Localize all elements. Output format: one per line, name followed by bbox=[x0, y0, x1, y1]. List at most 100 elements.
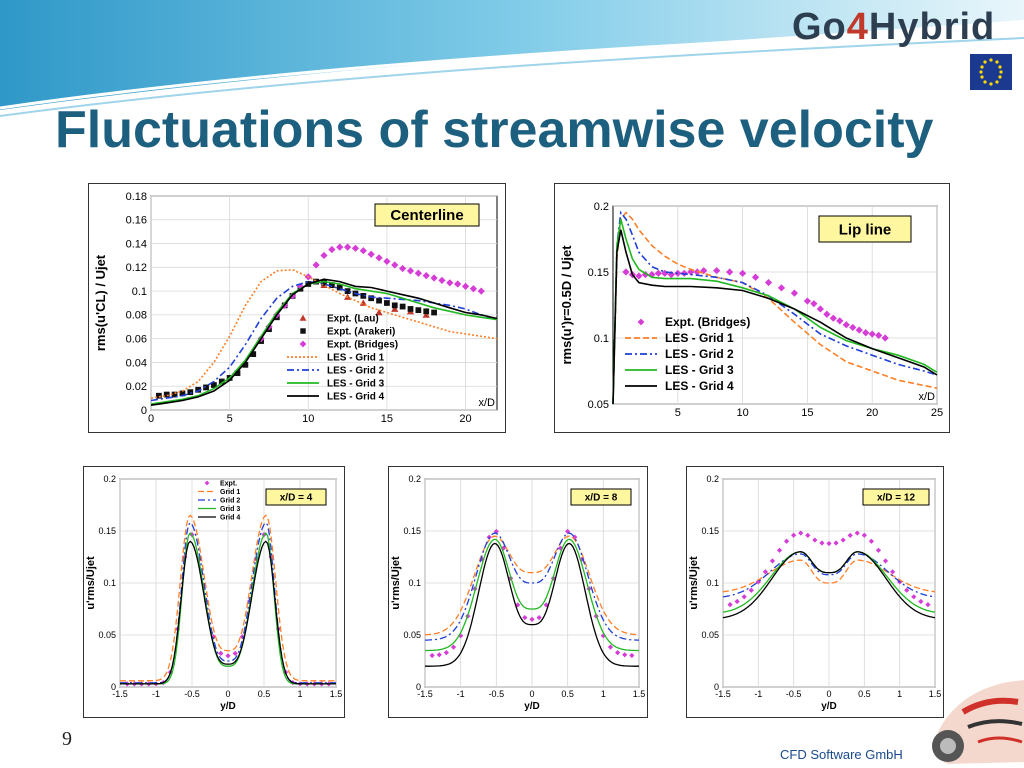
legend-label: Grid 3 bbox=[220, 506, 240, 513]
logo-text-hybrid: Hybrid bbox=[868, 6, 996, 48]
data-point bbox=[375, 308, 383, 316]
data-point bbox=[328, 282, 335, 289]
x-axis-label: y/D bbox=[821, 701, 837, 712]
profile-xd4-panel: 0 0.05 0.1 0.15 0.2 -1.5 -1 -0.5 0 0.5 1 1.5 y/D u'rm… bbox=[83, 466, 345, 718]
legend-label: Expt. (Lau) bbox=[327, 314, 379, 325]
x-axis-label: x/D bbox=[919, 391, 936, 403]
data-point bbox=[862, 329, 870, 337]
x-tick-label: 20 bbox=[866, 407, 878, 419]
race-car-icon bbox=[932, 680, 1024, 764]
data-point bbox=[250, 351, 257, 358]
x-tick-label: 20 bbox=[459, 413, 471, 425]
centerline-chart: 0 0.02 0.04 0.06 0.08 0.1 0.12 0.14 0.16 0.18 0 5 10… bbox=[93, 191, 498, 425]
x-tick-label: 1 bbox=[601, 689, 606, 699]
legend-label: LES - Grid 3 bbox=[327, 379, 385, 390]
series-line bbox=[722, 559, 936, 593]
data-point bbox=[515, 602, 521, 608]
data-point bbox=[163, 391, 170, 398]
data-point bbox=[179, 390, 186, 397]
y-tick-label: 0.1 bbox=[103, 578, 116, 588]
data-point bbox=[764, 278, 773, 287]
data-point bbox=[242, 361, 249, 368]
x-tick-label: 0.5 bbox=[858, 689, 871, 699]
chart-title: x/D = 8 bbox=[585, 493, 618, 504]
legend-label: LES - Grid 4 bbox=[665, 379, 734, 393]
legend-label: Expt. (Bridges) bbox=[327, 340, 398, 351]
y-tick-label: 0.15 bbox=[701, 526, 719, 536]
x-tick-label: -0.5 bbox=[184, 689, 200, 699]
lipline-chart: 0.05 0.1 0.15 0.2 5 10 15 20 25 x/D rms(u')r=0.5D … bbox=[559, 201, 943, 419]
data-point bbox=[422, 272, 430, 280]
legend-swatch bbox=[300, 328, 306, 334]
series-line bbox=[150, 280, 498, 405]
data-point bbox=[376, 297, 382, 304]
x-axis-label: y/D bbox=[524, 701, 540, 712]
data-point bbox=[211, 382, 217, 388]
y-tick-label: 0.05 bbox=[588, 399, 609, 411]
series-line bbox=[612, 229, 938, 405]
profile-xd4-chart: 0 0.05 0.1 0.15 0.2 -1.5 -1 -0.5 0 0.5 1 1.5 y/D u'rm… bbox=[85, 474, 343, 712]
x-tick-label: 1 bbox=[297, 689, 302, 699]
profile-xd8-chart: 0 0.05 0.1 0.15 0.2 -1.5 -1 -0.5 0 0.5 1 1.5 y/D u'rm… bbox=[390, 474, 645, 712]
y-tick-label: 0.15 bbox=[98, 526, 116, 536]
chart-title: Lip line bbox=[839, 222, 892, 239]
data-point bbox=[881, 334, 889, 342]
y-axis-label: u'rms/Ujet bbox=[390, 556, 402, 610]
x-tick-label: 5 bbox=[227, 413, 233, 425]
y-tick-label: 0 bbox=[141, 405, 147, 417]
chart-title: x/D = 12 bbox=[877, 493, 916, 504]
x-tick-label: 15 bbox=[381, 413, 393, 425]
y-tick-label: 0.15 bbox=[403, 526, 421, 536]
y-tick-label: 0.14 bbox=[126, 238, 147, 250]
series-line bbox=[120, 521, 336, 684]
data-point bbox=[414, 269, 422, 277]
legend-label: LES - Grid 2 bbox=[327, 366, 385, 377]
series-line bbox=[120, 514, 336, 682]
data-point bbox=[415, 307, 422, 314]
data-point bbox=[171, 391, 178, 398]
legend-label: LES - Grid 1 bbox=[665, 331, 734, 345]
series-line bbox=[612, 211, 938, 405]
data-point bbox=[187, 389, 194, 396]
y-axis-label: rms(u')r=0.5D / Ujet bbox=[559, 245, 574, 365]
x-tick-label: -1 bbox=[457, 689, 465, 699]
legend-label: LES - Grid 3 bbox=[665, 363, 734, 377]
data-point bbox=[320, 251, 328, 260]
x-tick-label: 1 bbox=[897, 689, 902, 699]
y-tick-label: 0.1 bbox=[706, 578, 719, 588]
chart-title: Centerline bbox=[390, 207, 463, 224]
x-tick-label: 0 bbox=[148, 413, 154, 425]
y-axis-label: u'rms/Ujet bbox=[85, 556, 97, 610]
x-tick-label: 1.5 bbox=[330, 689, 343, 699]
legend-label: LES - Grid 4 bbox=[327, 392, 385, 403]
data-point bbox=[790, 289, 799, 297]
chart-title-box bbox=[818, 215, 912, 243]
profile-xd12-chart: 0 0.05 0.1 0.15 0.2 -1.5 -1 -0.5 0 0.5 1 1.5 y/D u'rm… bbox=[688, 474, 941, 712]
x-tick-label: 0 bbox=[826, 689, 831, 699]
y-tick-label: 0.1 bbox=[132, 286, 147, 298]
data-point bbox=[875, 331, 883, 339]
data-point bbox=[399, 264, 407, 273]
chart-title-box bbox=[570, 488, 632, 506]
data-point bbox=[344, 288, 351, 294]
data-point bbox=[667, 271, 675, 279]
x-axis-label: x/D bbox=[479, 397, 496, 409]
legend-label: LES - Grid 2 bbox=[665, 347, 734, 361]
data-point bbox=[343, 243, 352, 251]
data-point bbox=[423, 308, 430, 315]
legend-label: Grid 1 bbox=[220, 489, 240, 496]
x-axis-label: y/D bbox=[220, 701, 236, 712]
y-tick-label: 0.18 bbox=[126, 191, 147, 203]
profile-xd12-panel: 0 0.05 0.1 0.15 0.2 -1.5 -1 -0.5 0 0.5 1 1.5 y/D u'rm… bbox=[686, 466, 944, 718]
page-number: 9 bbox=[62, 728, 72, 750]
data-point bbox=[842, 321, 850, 329]
data-point bbox=[805, 532, 811, 539]
data-point bbox=[391, 261, 399, 269]
data-point bbox=[368, 295, 375, 302]
data-point bbox=[469, 285, 478, 293]
data-point bbox=[829, 314, 837, 322]
data-point bbox=[477, 287, 485, 295]
y-axis-label: rms(u'CL) / Ujet bbox=[93, 254, 108, 351]
data-point bbox=[391, 305, 399, 312]
data-point bbox=[407, 306, 414, 312]
